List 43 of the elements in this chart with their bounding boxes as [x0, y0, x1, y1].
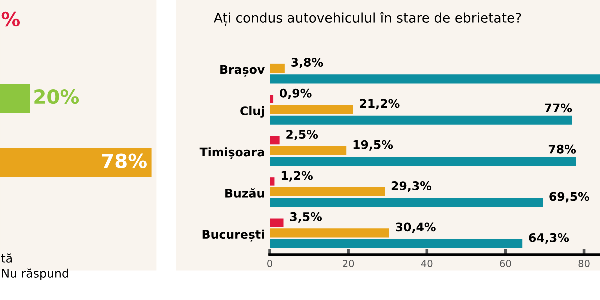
x-tick-label: 0: [268, 260, 272, 268]
bar: [270, 74, 600, 84]
data-label: 19,5%: [354, 140, 394, 151]
chart-title: Ați condus autovehiculul în stare de ebrietate?: [214, 12, 522, 26]
data-label: 0,9%: [280, 88, 312, 100]
text: %: [2, 12, 20, 27]
bar: [270, 178, 275, 186]
data-label: 21,2%: [360, 99, 400, 110]
bar: [270, 146, 347, 156]
bar: [270, 95, 274, 104]
bar: [270, 157, 576, 166]
data-label: 1,2%: [282, 171, 313, 182]
data-label: 2,5%: [286, 130, 318, 141]
x-tick-label: 80: [578, 260, 590, 268]
data-label: 78%: [102, 154, 147, 168]
bar: [270, 228, 390, 238]
x-tick-label: 60: [500, 260, 512, 268]
bar: [270, 198, 544, 208]
data-label: 3,5%: [290, 212, 322, 223]
x-tick-label: 40: [421, 260, 433, 268]
text: Nu răspund: [2, 268, 68, 280]
y-tick-label: București: [202, 230, 264, 242]
bar: [270, 136, 280, 145]
bar: [270, 105, 354, 114]
data-label: 29,3%: [392, 182, 432, 192]
data-label: 77%: [545, 104, 572, 113]
bar: [270, 187, 386, 197]
data-label: 3,8%: [292, 58, 324, 68]
data-label: 69,5%: [550, 192, 590, 203]
y-tick-label: Brașov: [220, 65, 265, 77]
y-tick-label: Cluj: [240, 106, 264, 118]
data-label: 64,3%: [529, 233, 570, 244]
y-tick-label: Buzău: [226, 188, 264, 198]
text: tă: [2, 254, 12, 263]
bar: [270, 218, 284, 227]
data-label: 20%: [34, 90, 80, 104]
data-label: 30,4%: [396, 222, 436, 234]
x-tick-label: 20: [343, 260, 354, 268]
y-tick-label: Timișoara: [200, 148, 264, 160]
bar: [270, 239, 523, 248]
bar: [270, 116, 572, 125]
bar: [270, 64, 285, 73]
data-label: 78%: [548, 144, 576, 154]
